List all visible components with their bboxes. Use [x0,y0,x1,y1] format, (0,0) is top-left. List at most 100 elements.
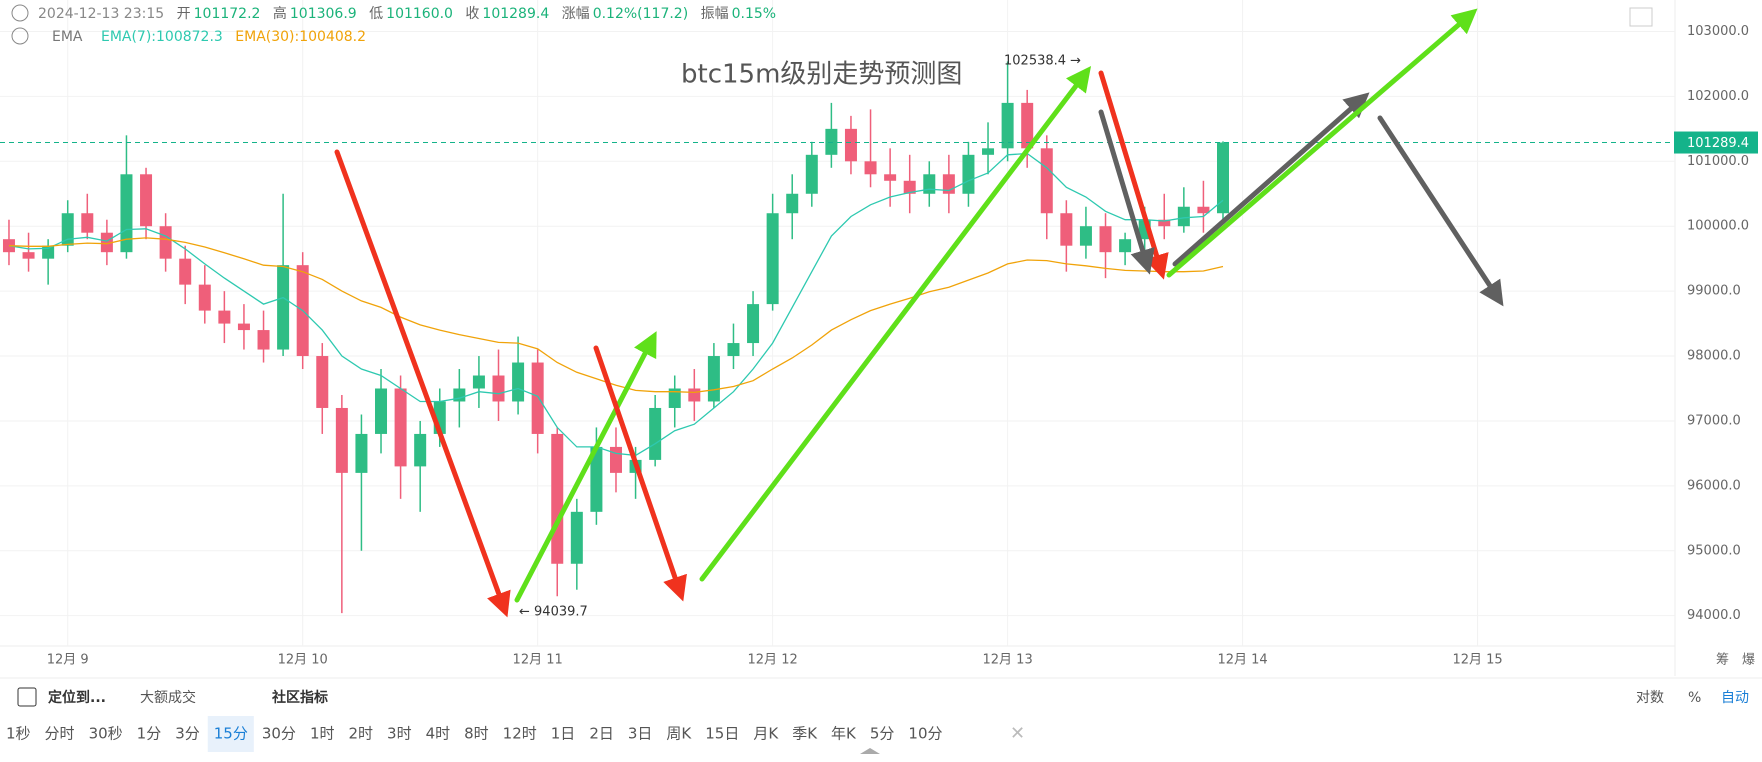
interval-button[interactable]: 2时 [348,725,373,743]
x-tick-label: 12月 14 [1217,653,1267,668]
interval-button[interactable]: 3时 [387,725,412,743]
interval-button[interactable]: 月K [753,725,779,743]
label: 开 [177,6,191,22]
candle-body [747,304,760,344]
time: 2024-12-13 23:15 [38,6,164,22]
interval-button[interactable]: 30秒 [89,725,123,743]
scroll-handle[interactable] [860,748,880,754]
candle-body [120,174,133,253]
percent-toggle[interactable]: % [1688,690,1701,706]
interval-button[interactable]: 10分 [908,725,942,743]
arrow [699,66,1092,582]
arrow [1377,115,1504,307]
ema-line [8,152,1224,457]
interval-button[interactable]: 3分 [175,725,200,743]
interval-button[interactable]: 30分 [262,725,296,743]
candle-body [1060,213,1073,246]
value: 0.15% [732,6,776,22]
candle-body [707,356,720,402]
big-trades-button[interactable]: 大额成交 [140,689,196,706]
log-toggle[interactable]: 对数 [1636,690,1664,706]
auto-toggle[interactable]: 自动 [1721,690,1749,706]
candle-body [531,362,544,434]
candle-body [257,330,270,350]
x-tick-label: 12月 11 [513,653,563,668]
interval-button[interactable]: 周K [666,725,692,743]
interval-button[interactable]: 1日 [551,725,576,743]
interval-button[interactable]: 1分 [137,725,162,743]
indicators-button[interactable]: 社区指标 [271,689,328,706]
candle-body [277,265,290,350]
candle-body [668,388,681,408]
arrow [334,149,511,618]
indicator: EMA [52,29,83,45]
close-button[interactable]: ✕ [1010,723,1025,744]
y-tick-label: 95000.0 [1687,543,1741,558]
candle-body [355,433,368,473]
candle-body [649,407,662,460]
y-tick-label: 102000.0 [1687,89,1749,104]
candle-body [1040,148,1053,214]
low-annotation: ← 94039.7 [519,605,588,620]
candle-body [100,232,113,253]
axis-tool[interactable]: 爆 [1742,653,1755,668]
x-tick-label: 12月 9 [47,653,89,668]
value: 101306.9 [290,6,357,22]
candle-body [140,174,153,227]
x-tick-label: 12月 10 [278,653,328,668]
interval-button[interactable]: 1秒 [6,725,31,743]
locate-button[interactable]: 定位到... [48,689,106,706]
locate-icon [17,687,37,707]
interval-button[interactable]: 12时 [503,725,537,743]
high-annotation: 102538.4 → [1004,54,1081,69]
candle-body [825,128,838,155]
collapse-icon[interactable] [11,27,29,45]
candle-body [492,375,505,402]
candle-body [61,213,74,246]
y-tick-label: 98000.0 [1687,349,1741,364]
candle-body [1119,239,1132,253]
candle-body [590,446,603,512]
interval-button[interactable]: 年K [831,725,857,743]
arrow [1098,109,1155,275]
candle-body [81,213,94,233]
interval-button[interactable]: 分时 [45,725,75,743]
value: 101160.0 [386,6,453,22]
candle-body [335,407,348,473]
y-tick-label: 99000.0 [1687,284,1741,299]
y-tick-label: 96000.0 [1687,478,1741,493]
candle-body [414,433,427,467]
interval-button[interactable]: 4时 [426,725,451,743]
candle-body [688,388,701,402]
candle-body [766,213,779,305]
label: 收 [465,6,479,22]
value: 101289.4 [482,6,549,22]
collapse-icon[interactable] [11,4,29,22]
fullscreen-button[interactable] [1629,7,1653,27]
ohlc-header: 2024-12-13 23:15 开 101172.2 高 101306.9 低 10… [38,5,776,22]
y-tick-label: 103000.0 [1687,24,1749,39]
interval-button[interactable]: 1时 [310,725,335,743]
candle-body [1158,219,1171,227]
candle-body [159,226,172,259]
value: 101172.2 [194,6,261,22]
candle-body [1001,102,1014,149]
arrow [1172,92,1370,267]
interval-button[interactable]: 2日 [589,725,614,743]
candle-body [472,375,485,389]
candle-body [864,161,877,175]
interval-button[interactable]: 15分 [214,725,248,743]
interval-button[interactable]: 15日 [705,725,739,743]
interval-button[interactable]: 8时 [464,725,489,743]
candle-body [786,193,799,214]
x-tick-label: 12月 15 [1452,653,1502,668]
y-tick-label: 101000.0 [1687,154,1749,169]
candle-body [1079,226,1092,246]
candle-body [805,154,818,194]
arrow [593,345,687,602]
axis-tool[interactable]: 筹 [1716,652,1729,668]
interval-button[interactable]: 5分 [870,725,895,743]
interval-button[interactable]: 3日 [628,725,653,743]
indicator-header: EMA EMA(7):100872.3 EMA(30):100408.2 [52,29,366,45]
interval-button[interactable]: 季K [792,725,818,743]
